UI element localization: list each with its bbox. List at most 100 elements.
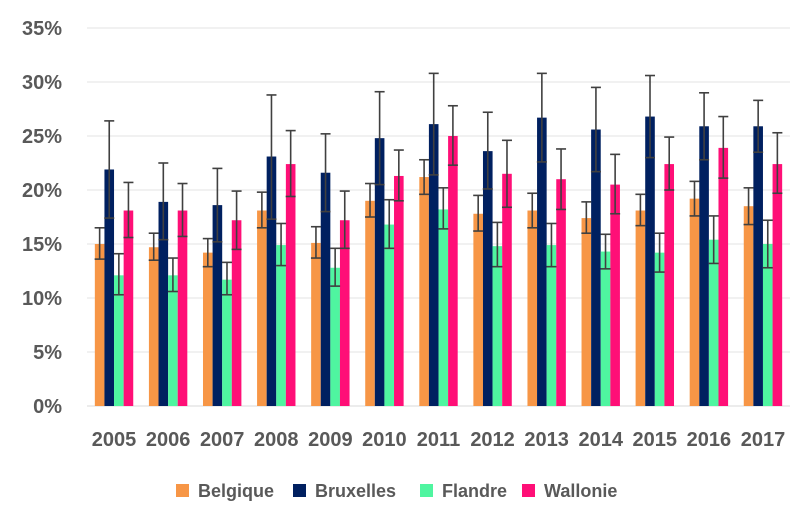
legend-swatch — [176, 484, 189, 497]
error-bar-belgique-2015 — [635, 193, 646, 227]
legend-item-bruxelles: Bruxelles — [293, 481, 396, 501]
error-bar-belgique-2016 — [689, 180, 700, 217]
bar-belgique-2012 — [473, 213, 483, 406]
y-tick-label: 35% — [22, 18, 62, 40]
bar-flandre-2005 — [114, 275, 124, 406]
error-bar-bruxelles-2012 — [482, 111, 493, 190]
legend-swatch — [522, 484, 535, 497]
bar-bruxelles-2006 — [158, 201, 169, 406]
error-bar-bruxelles-2011 — [428, 72, 439, 176]
error-bar-bruxelles-2013 — [536, 72, 547, 163]
bar-bruxelles-2017 — [753, 126, 763, 406]
bar-wallonie-2009 — [339, 220, 350, 406]
error-bar-bruxelles-2008 — [266, 94, 277, 220]
error-bar-flandre-2008 — [276, 222, 287, 267]
error-bar-wallonie-2011 — [447, 104, 458, 166]
bar-bruxelles-2012 — [482, 151, 493, 406]
x-tick-label: 2009 — [308, 429, 353, 451]
error-bar-flandre-2005 — [113, 252, 124, 296]
error-bar-wallonie-2006 — [177, 182, 188, 238]
error-bar-belgique-2011 — [419, 158, 430, 196]
bar-belgique-2010 — [365, 200, 375, 406]
bar-wallonie-2016 — [718, 147, 729, 406]
error-bar-bruxelles-2009 — [320, 133, 331, 213]
x-tick-label: 2016 — [687, 429, 732, 451]
error-bar-belgique-2014 — [581, 201, 592, 234]
error-bar-flandre-2017 — [762, 219, 773, 269]
error-bar-bruxelles-2007 — [212, 167, 223, 243]
y-axis: 0% 5% 10% 15% 20% 25% 30% 35% — [22, 18, 62, 418]
bar-flandre-2017 — [762, 244, 773, 406]
error-bar-bruxelles-2014 — [590, 86, 601, 173]
bar-bruxelles-2010 — [374, 138, 385, 406]
y-tick-label: 5% — [33, 342, 62, 364]
bar-flandre-2012 — [492, 246, 503, 406]
bar-bruxelles-2016 — [699, 126, 709, 406]
error-bar-belgique-2010 — [365, 182, 376, 218]
legend-label: Flandre — [442, 481, 507, 501]
bar-flandre-2016 — [708, 239, 719, 406]
bar-wallonie-2011 — [448, 136, 458, 406]
legend-label: Belgique — [198, 481, 274, 501]
error-bar-flandre-2013 — [546, 222, 557, 268]
bar-belgique-2011 — [419, 177, 429, 406]
bar-belgique-2007 — [202, 252, 213, 406]
bar-bruxelles-2009 — [320, 172, 331, 406]
error-bar-wallonie-2005 — [123, 181, 134, 239]
bar-wallonie-2015 — [664, 164, 675, 406]
y-tick-label: 30% — [22, 72, 62, 94]
bar-flandre-2006 — [168, 275, 178, 406]
bar-bruxelles-2014 — [591, 129, 601, 406]
error-bar-belgique-2007 — [202, 237, 213, 268]
legend-item-belgique: Belgique — [176, 481, 274, 501]
error-bar-belgique-2012 — [473, 194, 484, 232]
error-bar-bruxelles-2010 — [374, 90, 385, 186]
y-tick-label: 0% — [33, 396, 62, 418]
bar-flandre-2014 — [600, 251, 611, 406]
bar-wallonie-2007 — [231, 220, 242, 406]
bar-wallonie-2008 — [285, 164, 296, 406]
x-tick-label: 2017 — [741, 429, 786, 451]
error-bar-flandre-2006 — [167, 257, 178, 293]
bar-bruxelles-2015 — [645, 116, 655, 406]
error-bar-bruxelles-2015 — [645, 74, 656, 159]
legend-swatch — [293, 484, 306, 497]
error-bar-wallonie-2017 — [772, 131, 783, 195]
error-bar-bruxelles-2016 — [699, 92, 710, 161]
bar-belgique-2014 — [581, 218, 592, 406]
y-tick-label: 20% — [22, 180, 62, 202]
error-bar-wallonie-2016 — [718, 115, 729, 179]
x-tick-label: 2006 — [146, 429, 191, 451]
error-bar-belgique-2009 — [310, 225, 321, 259]
legend-swatch — [420, 484, 433, 497]
error-bar-bruxelles-2006 — [158, 162, 169, 241]
bar-bruxelles-2005 — [104, 169, 115, 406]
bar-belgique-2016 — [689, 198, 700, 406]
x-tick-label: 2008 — [254, 429, 299, 451]
bar-wallonie-2017 — [772, 164, 783, 406]
x-tick-label: 2014 — [578, 429, 623, 451]
error-bar-flandre-2015 — [654, 232, 665, 273]
error-bar-belgique-2006 — [148, 232, 159, 262]
bar-wallonie-2010 — [394, 175, 404, 406]
legend-item-wallonie: Wallonie — [522, 481, 617, 501]
bar-flandre-2007 — [222, 279, 232, 406]
legend-item-flandre: Flandre — [420, 481, 507, 501]
bar-bruxelles-2008 — [266, 156, 277, 406]
error-bar-belgique-2008 — [256, 191, 267, 229]
error-bar-wallonie-2013 — [556, 148, 567, 211]
error-bar-flandre-2011 — [438, 187, 449, 230]
x-tick-label: 2011 — [417, 429, 460, 451]
legend: Belgique Bruxelles Flandre Wallonie — [176, 481, 617, 501]
bar-bruxelles-2013 — [537, 117, 547, 406]
bar-wallonie-2014 — [610, 184, 620, 406]
bar-flandre-2009 — [330, 267, 340, 406]
error-bar-wallonie-2014 — [610, 153, 621, 215]
error-bar-wallonie-2015 — [664, 136, 675, 191]
bar-belgique-2015 — [635, 210, 646, 406]
bar-bruxelles-2011 — [428, 124, 439, 407]
error-bar-flandre-2010 — [384, 198, 395, 250]
error-bars — [94, 72, 783, 296]
y-tick-label: 15% — [22, 234, 62, 256]
